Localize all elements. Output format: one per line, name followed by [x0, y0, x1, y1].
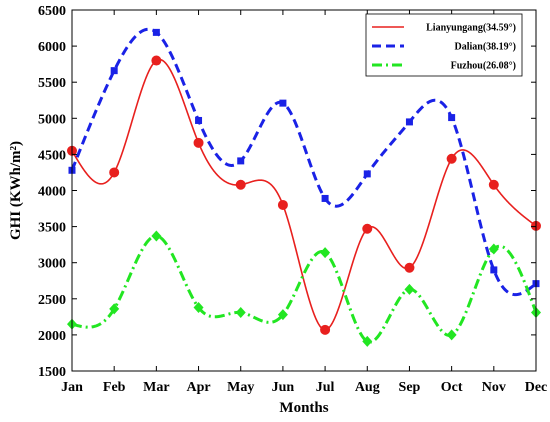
x-tick-label: May: [227, 380, 254, 395]
x-tick-label: Sep: [399, 380, 421, 395]
data-point: [109, 167, 120, 178]
data-point: [488, 179, 499, 190]
data-point: [404, 283, 415, 295]
x-tick-label: Apr: [186, 380, 210, 395]
x-tick-label: Dec: [525, 380, 548, 395]
x-tick-label: Nov: [482, 380, 506, 395]
y-tick-label: 3000: [38, 257, 66, 272]
data-point: [195, 116, 203, 124]
series-line: [70, 234, 538, 344]
data-point: [448, 114, 456, 122]
data-point: [151, 55, 162, 66]
data-point: [404, 262, 415, 273]
data-point: [321, 194, 329, 202]
y-tick-label: 6500: [38, 4, 66, 19]
data-point: [193, 137, 204, 148]
data-point: [362, 223, 373, 234]
data-point: [362, 335, 373, 347]
x-axis-ticks: Jan Feb Mar Apr May Jun Jul Aug Sep Oct Nov Dec: [61, 10, 547, 395]
data-point: [110, 67, 118, 75]
y-tick-label: 4500: [38, 148, 66, 163]
legend: Lianyungang(34.59°) Dalian(38.19°) Fuzhou(…: [365, 13, 523, 77]
y-tick-label: 2500: [38, 293, 66, 308]
x-tick-label: Jun: [272, 380, 295, 395]
data-point: [320, 247, 331, 259]
data-point: [488, 243, 499, 255]
series-line: [71, 58, 537, 331]
series-line: [70, 27, 538, 297]
data-point: [109, 303, 120, 315]
y-axis-title: GHI (KWh/m²): [8, 141, 24, 240]
y-tick-label: 5500: [38, 76, 66, 91]
data-point: [320, 324, 331, 335]
legend-label: Fuzhou(26.08°): [451, 61, 516, 72]
y-tick-label: 4000: [38, 185, 66, 200]
y-tick-label: 3500: [38, 221, 66, 236]
data-point: [237, 157, 245, 165]
y-tick-label: 2000: [38, 329, 66, 344]
data-point: [279, 99, 287, 107]
data-point: [277, 199, 288, 210]
data-point: [235, 179, 246, 190]
data-point: [235, 307, 246, 319]
legend-label: Dalian(38.19°): [455, 42, 517, 53]
data-point: [363, 170, 371, 178]
data-point: [490, 266, 498, 274]
x-tick-label: Oct: [441, 380, 463, 395]
data-point: [446, 153, 457, 164]
x-tick-label: Aug: [355, 380, 380, 395]
y-tick-label: 1500: [38, 365, 66, 380]
data-point: [277, 309, 288, 321]
y-tick-label: 5000: [38, 112, 66, 127]
data-point: [152, 28, 160, 36]
data-point: [405, 118, 413, 126]
data-point: [151, 230, 162, 242]
x-tick-label: Feb: [103, 380, 126, 395]
series-lines: [70, 27, 538, 344]
legend-label: Lianyungang(34.59°): [426, 23, 516, 34]
x-tick-label: Jul: [316, 380, 335, 395]
data-point: [193, 301, 204, 313]
y-axis-ticks: 1500 2000 2500 3000 3500 4000 4500 5000 5500 6000…: [38, 4, 536, 380]
x-tick-label: Jan: [61, 380, 83, 395]
x-tick-label: Mar: [143, 380, 169, 395]
x-axis-title: Months: [279, 400, 328, 416]
data-point: [446, 329, 457, 341]
y-tick-label: 6000: [38, 40, 66, 55]
